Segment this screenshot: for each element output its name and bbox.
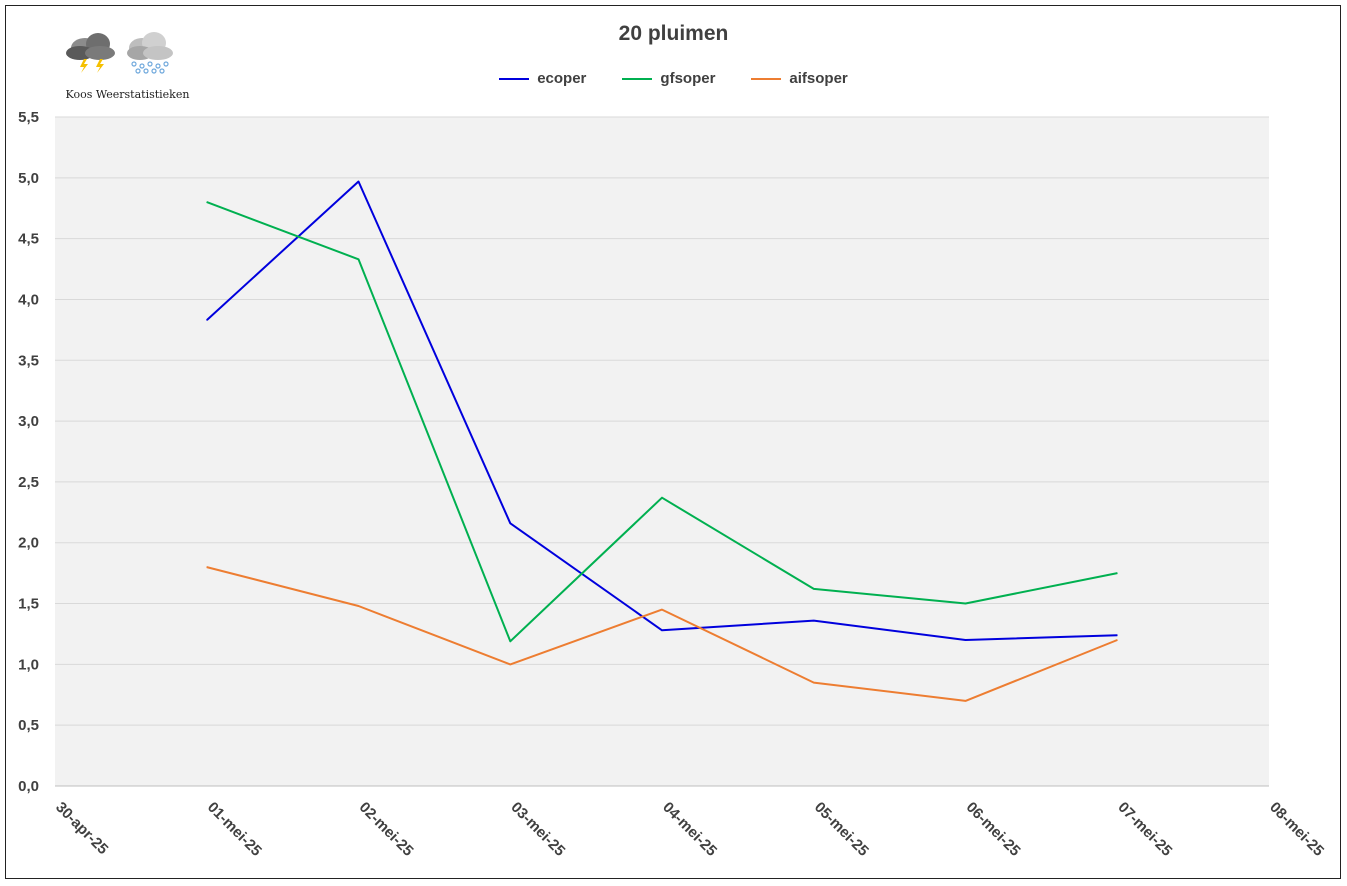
data-point-aifsoper: [1116, 639, 1118, 641]
x-tick-label: 06-mei-25: [963, 799, 1024, 860]
data-point-gfsoper: [1116, 572, 1118, 574]
data-point-ecoper: [1116, 634, 1118, 636]
logo-text: Koos Weerstatistieken: [65, 88, 190, 101]
data-point-aifsoper: [358, 605, 359, 607]
y-tick-label: 2,0: [18, 535, 39, 552]
series-layer: [206, 180, 1118, 702]
data-point-gfsoper: [206, 201, 208, 203]
hail-cloud-icon: [127, 32, 173, 74]
legend-item-ecoper: ecoper: [499, 70, 586, 87]
x-tick-label: 01-mei-25: [204, 799, 265, 860]
y-tick-label: 4,5: [18, 231, 39, 248]
legend-label: ecoper: [537, 70, 587, 87]
data-point-aifsoper: [509, 663, 511, 665]
gridlines: [55, 116, 1269, 726]
x-tick-label: 08-mei-25: [1266, 799, 1327, 860]
legend-label: gfsoper: [660, 70, 716, 87]
legend-item-aifsoper: aifsoper: [751, 70, 848, 87]
y-tick-label: 4,0: [18, 291, 39, 308]
y-tick-label: 5,5: [18, 109, 39, 126]
y-tick-label: 0,5: [18, 717, 39, 734]
plot-area: [55, 117, 1269, 786]
y-tick-label: 2,5: [18, 474, 39, 491]
legend-swatch: [751, 77, 782, 80]
data-point-gfsoper: [813, 588, 815, 590]
x-axis-ticks: 30-apr-25 01-mei-25 02-mei-25 03-mei-25 04-m…: [52, 799, 1327, 860]
x-tick-label: 04-mei-25: [659, 799, 720, 860]
data-point-aifsoper: [661, 609, 663, 611]
data-point-aifsoper: [813, 682, 815, 684]
data-point-ecoper: [965, 639, 966, 641]
data-point-gfsoper: [965, 603, 966, 605]
legend-item-gfsoper: gfsoper: [622, 70, 715, 87]
data-point-gfsoper: [358, 258, 359, 260]
x-tick-label: 03-mei-25: [507, 799, 568, 860]
x-tick-label: 05-mei-25: [811, 799, 872, 860]
chart-title: 20 pluimen: [618, 22, 729, 45]
chart-legend: ecoper gfsoper aifsoper: [0, 70, 1347, 87]
data-point-ecoper: [358, 180, 359, 182]
x-tick-label: 07-mei-25: [1114, 799, 1175, 860]
legend-swatch: [622, 77, 653, 80]
y-tick-label: 3,5: [18, 352, 39, 369]
legend-label: aifsoper: [789, 70, 848, 87]
data-point-gfsoper: [661, 497, 663, 499]
logo: Koos Weerstatistieken: [60, 28, 195, 104]
y-tick-label: 0,0: [18, 778, 39, 795]
data-point-ecoper: [206, 319, 208, 321]
data-point-gfsoper: [509, 640, 511, 642]
y-axis-ticks: 0,0 0,5 1,0 1,5 2,0 2,5 3,0 3,5 4,0 4,5 5,0 5,5: [18, 109, 39, 795]
y-tick-label: 3,0: [18, 413, 39, 430]
x-tick-label: 30-apr-25: [52, 799, 111, 858]
y-tick-label: 1,0: [18, 656, 39, 673]
data-point-ecoper: [661, 629, 663, 631]
data-point-ecoper: [813, 620, 815, 622]
thunderstorm-cloud-icon: [66, 33, 115, 73]
legend-swatch: [499, 77, 530, 80]
data-point-aifsoper: [965, 700, 966, 702]
data-point-ecoper: [509, 522, 511, 524]
x-tick-label: 02-mei-25: [356, 799, 417, 860]
y-tick-label: 1,5: [18, 596, 39, 613]
data-point-aifsoper: [206, 566, 208, 568]
y-tick-label: 5,0: [18, 170, 39, 187]
